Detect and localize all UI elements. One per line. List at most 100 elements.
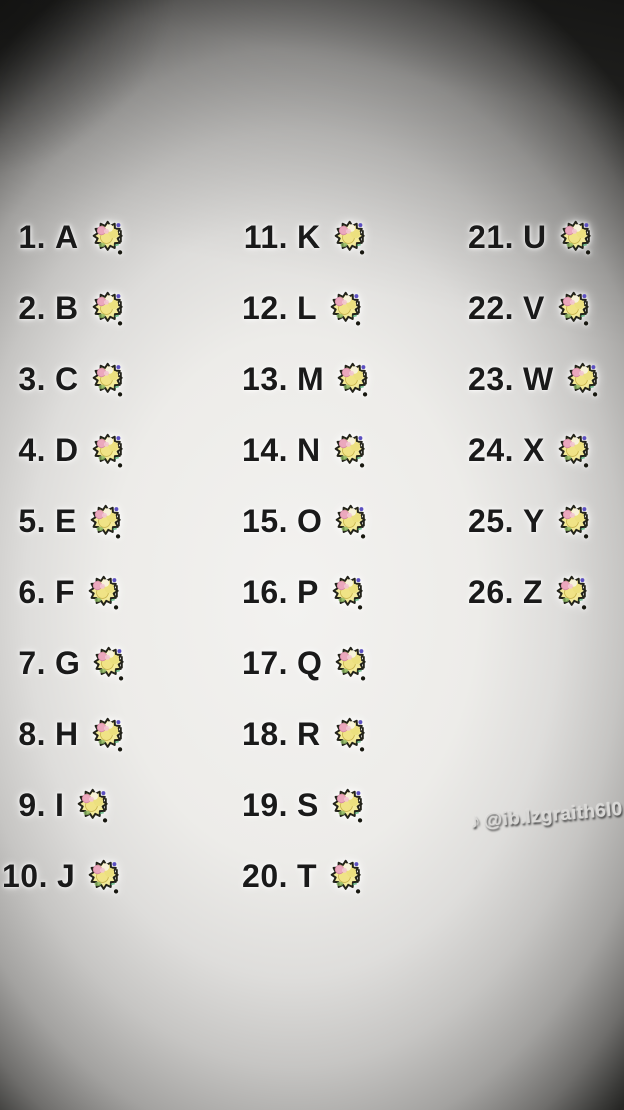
paw-print-icon (88, 575, 121, 610)
paw-print-icon (558, 433, 591, 468)
alphabet-list-item: 8. H (2, 699, 126, 770)
alphabet-column-2: 11. K 12. L (238, 202, 370, 912)
item-number: 1. (18, 219, 46, 255)
alphabet-column-1: 1. A 2. B (2, 202, 126, 912)
item-letter: D (55, 432, 79, 468)
alphabet-list-item: 14. N (238, 415, 370, 486)
alphabet-list-item: 19. S (238, 770, 370, 841)
item-letter: N (297, 432, 321, 468)
item-number: 22. (468, 290, 514, 326)
item-number: 18. (242, 716, 288, 752)
paw-print-icon (334, 433, 367, 468)
paw-print-icon (567, 362, 600, 397)
item-letter: Y (523, 503, 545, 539)
item-letter: L (297, 290, 318, 326)
paw-print-icon (330, 859, 363, 894)
watermark-username: @ib.lzgraith6l0 (482, 798, 624, 832)
item-number: 25. (468, 503, 514, 539)
item-number: 3. (18, 361, 46, 397)
item-number: 14. (242, 432, 288, 468)
alphabet-list-item: 11. K (238, 202, 370, 273)
alphabet-list-item: 4. D (2, 415, 126, 486)
item-number: 15. (242, 503, 288, 539)
alphabet-list-item: 24. X (464, 415, 600, 486)
item-letter: M (297, 361, 325, 397)
paw-print-icon (92, 291, 125, 326)
alphabet-list-item: 16. P (238, 557, 370, 628)
item-letter: T (297, 858, 318, 894)
item-letter: Z (523, 574, 544, 610)
paw-print-icon (92, 433, 125, 468)
item-letter: U (523, 219, 547, 255)
item-letter: Q (297, 645, 323, 681)
item-letter: B (55, 290, 79, 326)
alphabet-list-item: 2. B (2, 273, 126, 344)
alphabet-list-item: 6. F (2, 557, 126, 628)
tiktok-watermark: ♪@ib.lzgraith6l0 (469, 797, 623, 834)
item-number: 5. (18, 503, 46, 539)
paw-print-icon (93, 646, 126, 681)
item-number: 4. (18, 432, 46, 468)
paw-print-icon (92, 362, 125, 397)
alphabet-list-item: 15. O (238, 486, 370, 557)
item-letter: O (297, 503, 323, 539)
item-number: 13. (242, 361, 288, 397)
item-number: 8. (18, 716, 46, 752)
paw-print-icon (560, 220, 593, 255)
item-letter: A (55, 219, 79, 255)
alphabet-list-item: 5. E (2, 486, 126, 557)
item-number: 19. (242, 787, 288, 823)
paw-print-icon (90, 504, 123, 539)
alphabet-list-item: 7. G (2, 628, 126, 699)
alphabet-list-item: 17. Q (238, 628, 370, 699)
alphabet-list-item: 9. I (2, 770, 126, 841)
item-letter: F (55, 574, 76, 610)
item-number: 21. (468, 219, 514, 255)
paw-print-icon (558, 291, 591, 326)
paw-print-icon (337, 362, 370, 397)
paw-print-icon (335, 646, 368, 681)
item-letter: H (55, 716, 79, 752)
item-letter: E (55, 503, 77, 539)
item-letter: C (55, 361, 79, 397)
item-number: 7. (18, 645, 46, 681)
item-letter: W (523, 361, 554, 397)
paw-print-icon (92, 220, 125, 255)
alphabet-list-item: 3. C (2, 344, 126, 415)
item-letter: S (297, 787, 319, 823)
paw-print-icon (334, 717, 367, 752)
paw-print-icon (88, 859, 121, 894)
alphabet-list-item: 21. U (464, 202, 600, 273)
paw-print-icon (334, 220, 367, 255)
alphabet-column-3: 21. U 22. V (464, 202, 600, 628)
alphabet-list-item: 22. V (464, 273, 600, 344)
item-number: 12. (242, 290, 288, 326)
paw-print-icon (77, 788, 110, 823)
item-number: 9. (18, 787, 46, 823)
item-number: 26. (468, 574, 514, 610)
item-number: 11. (243, 219, 288, 255)
item-number: 17. (242, 645, 288, 681)
paw-print-icon (335, 504, 368, 539)
item-number: 2. (18, 290, 46, 326)
alphabet-list-item: 10. J (2, 841, 126, 912)
alphabet-list-item: 1. A (2, 202, 126, 273)
alphabet-list-item: 13. M (238, 344, 370, 415)
music-note-icon: ♪ (468, 809, 482, 833)
paw-print-icon (558, 504, 591, 539)
item-letter: X (523, 432, 545, 468)
item-number: 23. (468, 361, 514, 397)
item-letter: R (297, 716, 321, 752)
item-number: 24. (468, 432, 514, 468)
alphabet-list-item: 26. Z (464, 557, 600, 628)
item-letter: P (297, 574, 319, 610)
paw-print-icon (332, 575, 365, 610)
item-number: 16. (242, 574, 288, 610)
item-letter: V (523, 290, 545, 326)
paw-print-icon (92, 717, 125, 752)
paw-print-icon (556, 575, 589, 610)
item-number: 6. (18, 574, 46, 610)
item-letter: G (55, 645, 81, 681)
item-letter: K (297, 219, 321, 255)
